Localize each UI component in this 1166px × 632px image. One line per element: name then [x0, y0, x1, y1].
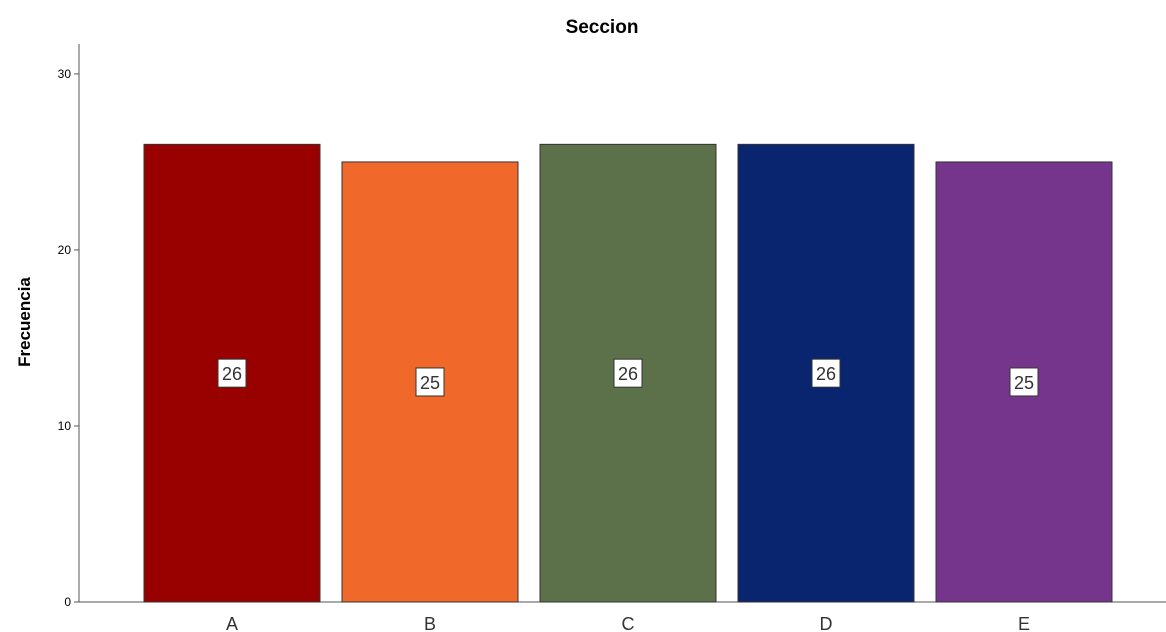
data-label-a: 26 — [217, 358, 247, 388]
x-axis-ticks: A B C D E — [226, 614, 1030, 632]
y-tick-label: 30 — [58, 67, 72, 81]
data-label-value: 25 — [420, 373, 440, 393]
data-label-value: 26 — [618, 364, 638, 384]
data-labels-group: 26 25 26 26 25 — [217, 358, 1039, 397]
x-tick-label: C — [622, 614, 635, 632]
data-label-box — [811, 358, 841, 388]
bars-group — [143, 143, 1113, 603]
data-label-e: 25 — [1009, 367, 1039, 397]
y-axis-label: Frecuencia — [15, 277, 34, 367]
y-tick-label: 0 — [64, 595, 71, 609]
x-tick-label: B — [424, 614, 436, 632]
y-tick-label: 20 — [58, 243, 72, 257]
data-label-value: 26 — [222, 364, 242, 384]
data-label-value: 25 — [1014, 373, 1034, 393]
x-tick-label: A — [226, 614, 238, 632]
x-tick-label: D — [820, 614, 833, 632]
data-label-box — [613, 358, 643, 388]
data-label-box — [217, 358, 247, 388]
x-tick-label: E — [1018, 614, 1030, 632]
y-axis-ticks: 0 10 20 30 — [58, 67, 79, 609]
data-label-box — [1009, 367, 1039, 397]
chart-title: Seccion — [566, 17, 639, 38]
data-label-b: 25 — [415, 367, 445, 397]
data-label-value: 26 — [816, 364, 836, 384]
y-tick-label: 10 — [58, 419, 72, 433]
data-label-d: 26 — [811, 358, 841, 388]
data-label-c: 26 — [613, 358, 643, 388]
data-label-box — [415, 367, 445, 397]
